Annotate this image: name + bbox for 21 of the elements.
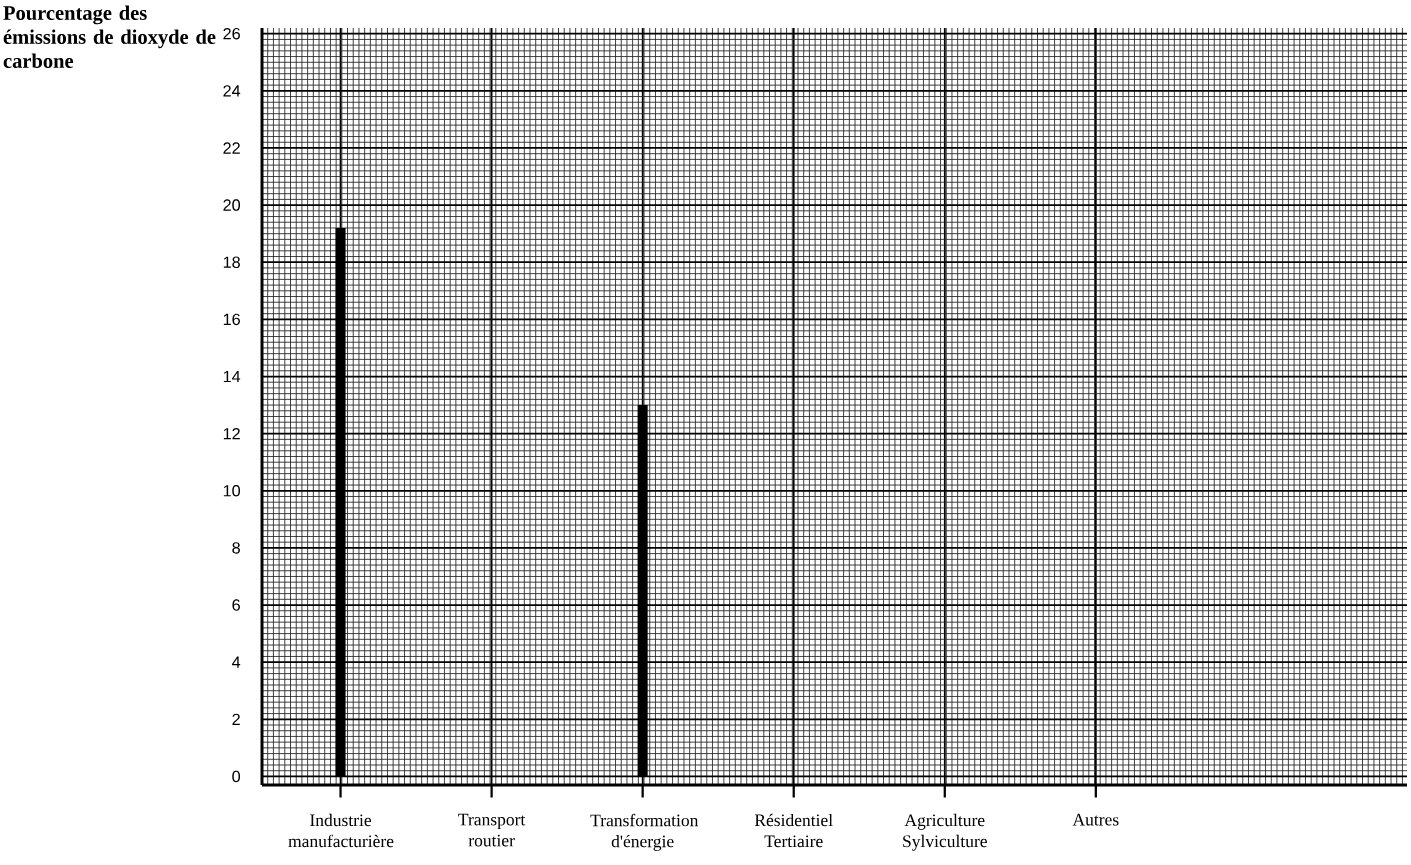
y-tick-label: 26 [223,27,240,40]
x-tick-label: Résidentiel Tertiaire [754,813,833,848]
y-tick-label: 16 [223,313,240,326]
y-tick-label: 22 [223,142,240,154]
y-tick-label: 8 [232,542,240,554]
y-tick-label: 6 [232,599,240,611]
y-tick-label: 24 [223,85,241,97]
y-tick-label: 2 [232,713,240,725]
y-tick-label: 14 [223,370,241,383]
y-tick-label: 18 [223,256,240,268]
y-tick-label: 12 [223,427,240,440]
y-axis-title: Pourcentage des émissions de dioxyde de carbone [3,5,216,68]
x-tick-label: Transport routier [458,813,526,847]
x-tick-label: Transformation d'énergie [590,813,699,851]
x-tick-label: Autres [1072,813,1119,826]
x-tick-label: Industrie manufacturière [288,813,394,848]
x-tick-label: Agriculture Sylviculture [903,813,987,851]
y-tick-label: 10 [223,485,241,497]
y-tick-label: 0 [232,770,241,783]
y-tick-label: 20 [223,199,241,211]
y-tick-label: 4 [232,656,241,668]
